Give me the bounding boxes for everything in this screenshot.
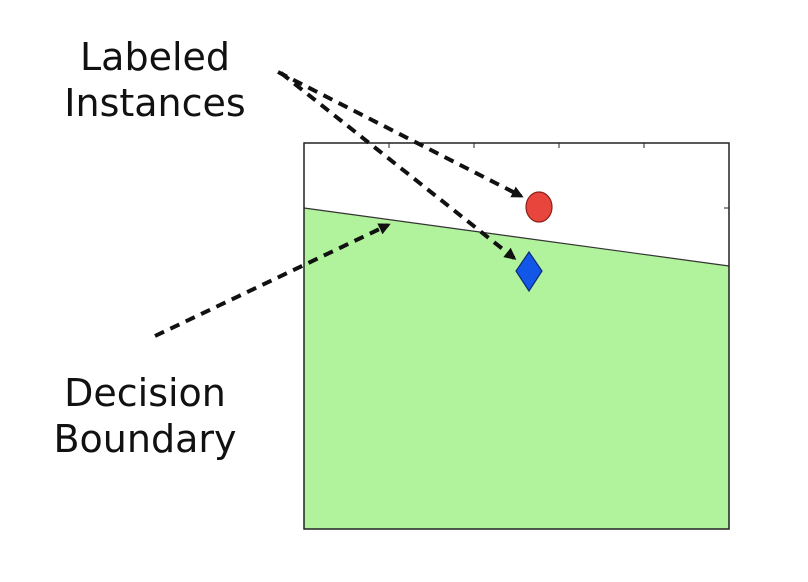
positive-region (304, 208, 729, 529)
arrow-to-boundary (154, 223, 391, 338)
circle-instance-marker (525, 191, 553, 223)
decision-boundary-line (303, 207, 730, 267)
labeled-instances-line-1: Labeled (79, 35, 230, 79)
labeled-instances-line-2: Instances (64, 81, 246, 125)
frame-ticks (388, 143, 729, 209)
diamond-instance-marker (515, 250, 543, 293)
decision-boundary-line-2: Boundary (53, 417, 237, 461)
decision-boundary-label: Decision Boundary (40, 370, 250, 462)
arrow-to-circle (277, 70, 524, 198)
arrow-to-diamond (279, 71, 517, 260)
labeled-instances-label: Labeled Instances (55, 34, 255, 126)
decision-boundary-line-1: Decision (64, 371, 226, 415)
plot-frame (303, 142, 730, 530)
